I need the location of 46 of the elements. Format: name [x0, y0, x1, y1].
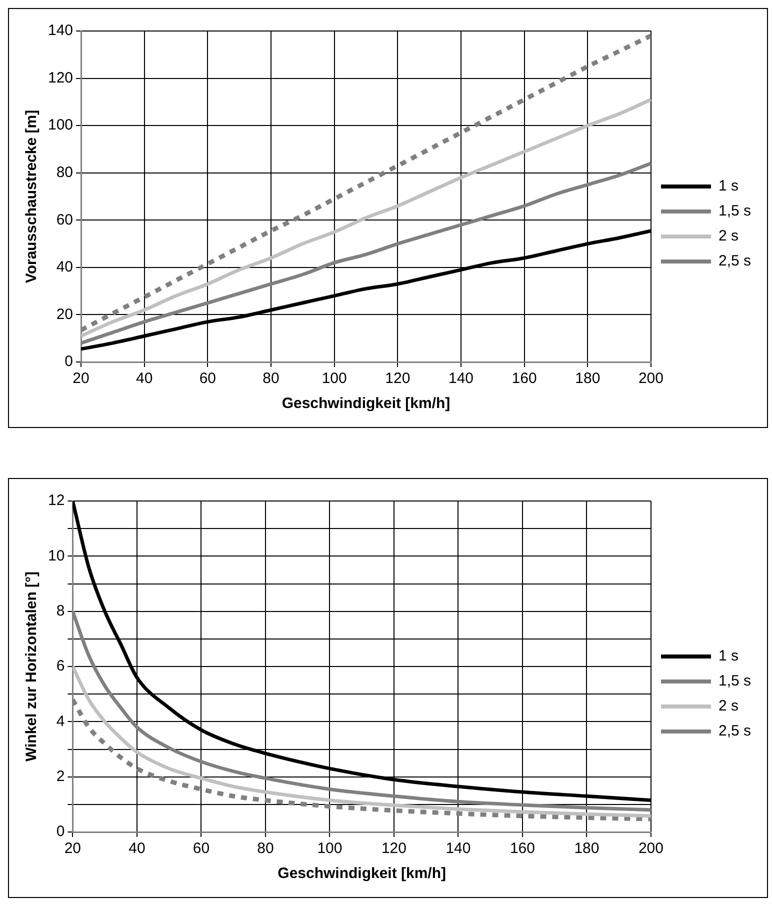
x-axis-title: Geschwindigkeit [km/h] [278, 865, 446, 882]
x-tick-label: 140 [448, 370, 474, 388]
y-tick-label: 4 [56, 712, 65, 730]
legend-label: 2 s [718, 228, 738, 245]
y-tick-label: 12 [48, 492, 65, 510]
legend-label: 2,5 s [718, 252, 752, 270]
x-axis-title: Geschwindigkeit [km/h] [282, 395, 450, 412]
x-tick-label: 160 [510, 840, 535, 858]
x-tick-label: 80 [262, 370, 280, 388]
y-tick-label: 80 [56, 164, 74, 181]
x-tick-label: 60 [192, 840, 210, 858]
y-tick-label: 0 [64, 353, 74, 370]
x-tick-label: 60 [199, 370, 216, 388]
x-tick-label: 140 [446, 840, 471, 858]
x-tick-label: 40 [136, 370, 153, 388]
x-tick-label: 20 [72, 370, 90, 388]
x-tick-label: 120 [381, 840, 406, 858]
x-tick-label: 200 [638, 370, 664, 388]
y-tick-label: 120 [48, 69, 74, 86]
legend-label: 1 s [718, 648, 738, 665]
y-tick-label: 100 [48, 116, 74, 134]
x-tick-label: 80 [257, 840, 274, 858]
legend-label: 1,5 s [718, 672, 752, 690]
y-tick-label: 6 [56, 658, 65, 675]
x-tick-label: 180 [574, 840, 600, 858]
y-tick-label: 8 [56, 602, 65, 620]
x-tick-label: 40 [128, 840, 146, 858]
legend-label: 1,5 s [718, 202, 752, 220]
x-tick-label: 200 [638, 840, 664, 858]
legend-label: 1 s [718, 178, 738, 195]
y-tick-label: 2 [56, 768, 65, 785]
y-tick-label: 20 [56, 306, 74, 323]
y-tick-label: 140 [48, 22, 74, 40]
y-tick-label: 0 [56, 823, 65, 840]
y-tick-label: 60 [56, 211, 74, 228]
y-tick-label: 40 [56, 258, 74, 276]
y-axis-title: Vorausschaustrecke [m] [23, 110, 40, 284]
x-tick-label: 100 [322, 370, 347, 388]
y-axis-title: Winkel zur Horizontalen [°] [23, 571, 40, 762]
x-tick-label: 160 [512, 370, 537, 388]
x-tick-label: 120 [385, 370, 410, 388]
x-tick-label: 180 [575, 370, 600, 388]
y-tick-label: 10 [48, 547, 65, 564]
legend-label: 2,5 s [718, 722, 752, 740]
legend-label: 2 s [718, 698, 738, 715]
x-tick-label: 100 [317, 840, 342, 858]
